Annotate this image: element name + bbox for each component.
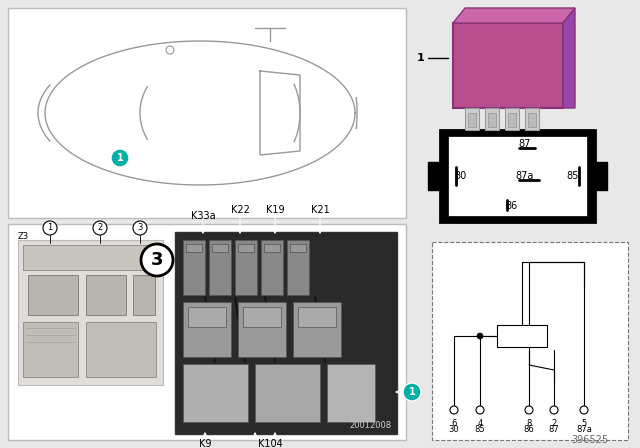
Bar [183,240,205,295]
Circle shape [477,333,483,339]
Bar [505,108,519,130]
Text: 1: 1 [47,224,52,233]
Bar [23,322,78,377]
Text: 30: 30 [454,171,466,181]
Bar [528,113,536,127]
Circle shape [111,149,129,167]
Bar [264,244,280,252]
Text: 30: 30 [449,426,460,435]
Text: K22: K22 [230,205,250,215]
Circle shape [476,406,484,414]
Text: K33a: K33a [191,211,215,221]
Text: 8: 8 [526,418,532,427]
Circle shape [450,406,458,414]
Bar [86,275,126,315]
Circle shape [580,406,588,414]
Bar [327,364,375,422]
Circle shape [43,221,57,235]
Bar [183,302,231,357]
Bar [238,244,254,252]
Text: 1: 1 [417,53,425,63]
Text: 20012008: 20012008 [350,422,392,431]
Text: 3: 3 [151,251,163,269]
Text: 396525: 396525 [572,435,609,445]
Bar [23,245,158,270]
Text: 4: 4 [477,418,483,427]
Bar [485,108,499,130]
Bar [8,224,406,440]
Polygon shape [453,8,575,23]
Text: 86: 86 [506,201,518,211]
Circle shape [133,221,147,235]
Bar [243,307,281,327]
Text: 2: 2 [552,418,557,427]
Bar [212,244,228,252]
Bar [209,240,231,295]
Text: 87: 87 [519,139,531,149]
Bar [238,302,286,357]
Bar [183,364,248,422]
Bar [235,240,257,295]
Text: 1: 1 [116,153,124,163]
Text: 6: 6 [451,418,457,427]
Bar [497,325,547,347]
Circle shape [550,406,558,414]
Text: K19: K19 [266,205,284,215]
Text: 1: 1 [408,387,415,397]
Bar [255,364,320,422]
Bar [133,275,155,315]
Circle shape [166,46,174,54]
Text: K104: K104 [258,439,282,448]
Bar [188,307,226,327]
Bar [287,240,309,295]
Bar [525,108,539,130]
Bar [290,244,306,252]
Text: K9: K9 [199,439,211,448]
Bar [186,244,202,252]
Bar [18,240,163,385]
Text: 87a: 87a [516,171,534,181]
Bar [8,8,406,218]
Bar [508,113,516,127]
Bar [453,23,563,108]
Polygon shape [563,8,575,108]
Bar [465,108,479,130]
Bar [440,130,595,222]
Bar [86,322,156,377]
Bar [432,242,628,440]
Bar [593,162,607,190]
Text: 85: 85 [567,171,579,181]
Bar [28,275,78,315]
Text: 85: 85 [475,426,485,435]
Circle shape [141,244,173,276]
Bar [448,136,587,216]
Bar [468,113,476,127]
Text: 5: 5 [581,418,587,427]
Circle shape [525,406,533,414]
Bar [293,302,341,357]
Bar [298,307,336,327]
Bar [428,162,442,190]
Text: K21: K21 [310,205,330,215]
Text: 2: 2 [97,224,102,233]
Bar [488,113,496,127]
Text: Z3: Z3 [18,232,29,241]
Bar [175,232,397,434]
Text: 86: 86 [524,426,534,435]
Bar [261,240,283,295]
Text: 3: 3 [138,224,143,233]
Text: 87: 87 [548,426,559,435]
Text: 87a: 87a [576,426,592,435]
Circle shape [403,383,421,401]
Circle shape [93,221,107,235]
